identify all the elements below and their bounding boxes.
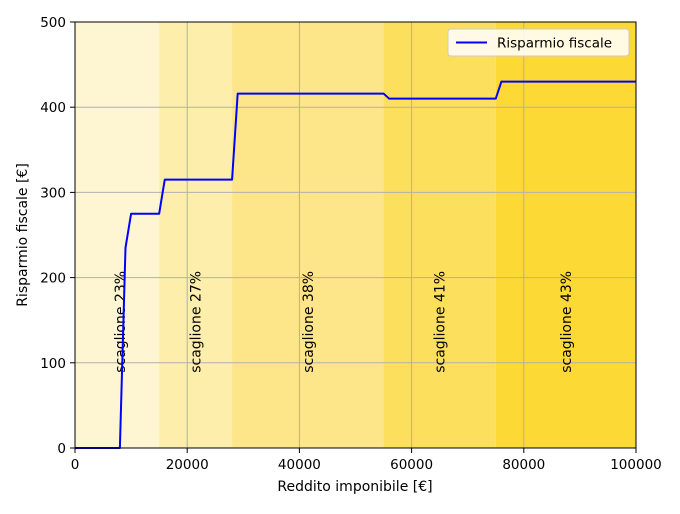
x-tick-label-0: 0 — [71, 457, 80, 473]
ticks: 0 20000 40000 60000 80000 100000 0 100 200 300 400… — [40, 15, 662, 473]
band-label-3: scaglione 41% — [433, 271, 449, 373]
legend: Risparmio fiscale — [447, 28, 630, 57]
x-tick-label-2: 40000 — [278, 457, 321, 473]
band-4 — [495, 22, 636, 448]
series — [75, 80, 636, 449]
band-3 — [383, 22, 496, 448]
x-axis-label: Reddito imponibile [€] — [277, 479, 432, 495]
band-label-1: scaglione 27% — [189, 271, 205, 373]
x-tick-label-3: 60000 — [390, 457, 433, 473]
y-tick-label-1: 100 — [40, 356, 66, 372]
x-tick-label-1: 20000 — [166, 457, 209, 473]
y-axis-label: Risparmio fiscale [€] — [15, 163, 31, 307]
x-tick-label-5: 100000 — [610, 457, 662, 473]
band-label-2: scaglione 38% — [301, 271, 317, 373]
band-label-4: scaglione 43% — [559, 271, 575, 373]
y-tick-label-2: 200 — [40, 271, 66, 287]
y-tick-label-5: 500 — [40, 15, 66, 31]
y-tick-label-4: 400 — [40, 100, 66, 116]
y-tick-label-0: 0 — [57, 441, 66, 457]
plot-frame — [74, 21, 637, 449]
band-2 — [232, 22, 384, 448]
series-line-0 — [75, 80, 636, 449]
band-label-0: scaglione 23% — [113, 271, 129, 373]
legend-box — [447, 28, 630, 57]
band-0 — [75, 22, 160, 448]
band-1 — [159, 22, 233, 448]
legend-label: Risparmio fiscale — [497, 36, 612, 52]
axes — [74, 21, 637, 449]
x-tick-label-4: 80000 — [502, 457, 545, 473]
income-bands — [75, 22, 636, 448]
y-tick-label-3: 300 — [40, 185, 66, 201]
